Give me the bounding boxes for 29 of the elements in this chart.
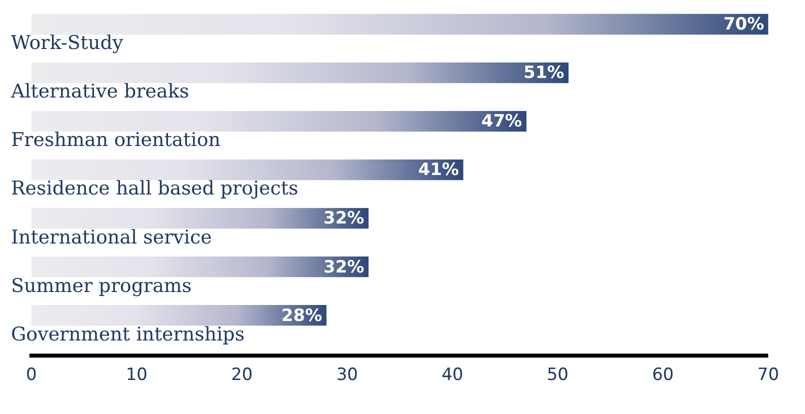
x-tick-label: 0 bbox=[26, 365, 37, 386]
y-tick-label: Work-Study bbox=[11, 32, 124, 54]
bar bbox=[31, 208, 369, 229]
x-tick-label: 10 bbox=[126, 365, 148, 386]
bar bbox=[31, 305, 326, 326]
bar bbox=[31, 14, 768, 35]
x-tick-label: 50 bbox=[546, 365, 568, 386]
y-tick-label: Summer programs bbox=[11, 274, 192, 297]
y-tick-label: Alternative breaks bbox=[10, 80, 190, 103]
y-tick-label: Residence hall based projects bbox=[11, 178, 298, 200]
data-label: 32% bbox=[324, 208, 364, 229]
bar bbox=[31, 110, 526, 132]
bar bbox=[31, 62, 569, 84]
data-label: 47% bbox=[481, 112, 522, 132]
data-label: 51% bbox=[524, 63, 564, 84]
data-label: 70% bbox=[723, 14, 764, 35]
data-label: 28% bbox=[281, 306, 322, 326]
bar bbox=[31, 256, 369, 278]
x-tick-label: 20 bbox=[231, 365, 253, 386]
x-tick-label: 60 bbox=[652, 365, 674, 386]
y-tick-label: Government internships bbox=[11, 323, 245, 346]
data-label: 32% bbox=[324, 257, 364, 278]
y-tick-label: Freshman orientation bbox=[11, 129, 221, 152]
x-tick-label: 40 bbox=[442, 365, 464, 386]
data-label: 41% bbox=[418, 160, 459, 180]
x-tick-label: 70 bbox=[757, 365, 780, 386]
x-tick-label: 30 bbox=[336, 365, 358, 386]
bar bbox=[31, 159, 464, 180]
y-tick-label: International service bbox=[11, 226, 212, 248]
